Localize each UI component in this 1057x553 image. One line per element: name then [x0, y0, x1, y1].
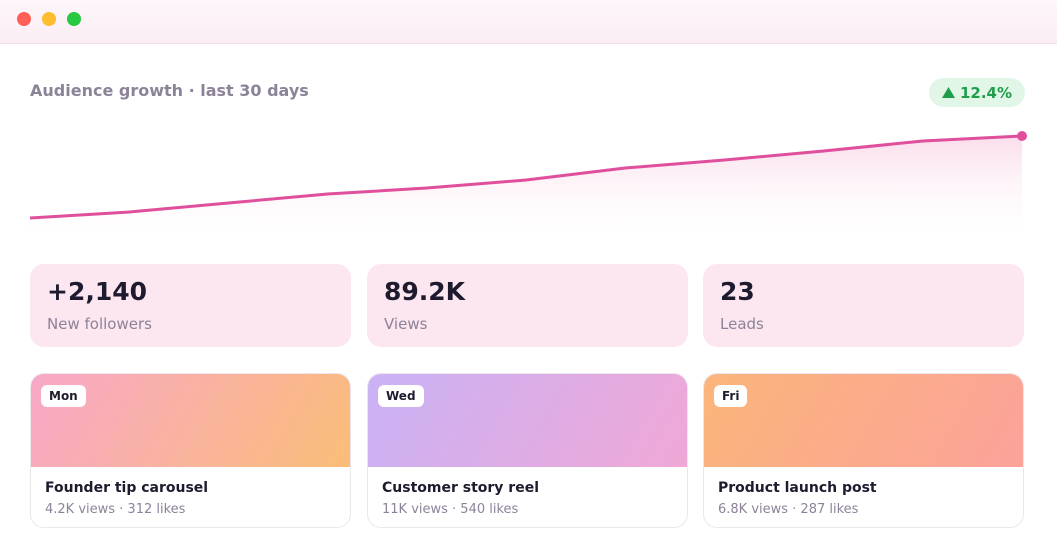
growth-line — [29, 134, 1023, 220]
area-fill — [30, 136, 1022, 245]
post-title: Customer story reel — [382, 480, 539, 496]
post-title: Founder tip carousel — [45, 480, 209, 496]
stat-card: 23 Leads — [703, 264, 1024, 347]
post-title: Product launch post — [718, 480, 877, 496]
stat-value: +2,140 — [47, 277, 148, 306]
stat-card: +2,140 New followers — [30, 264, 351, 347]
stat-label: New followers — [47, 315, 152, 333]
stat-value: 23 — [720, 277, 755, 306]
day-chip: Mon — [41, 385, 86, 407]
up-arrow-icon — [941, 87, 955, 98]
zoom-button[interactable] — [67, 12, 81, 26]
day-chip: Fri — [714, 385, 748, 407]
end-point — [1017, 131, 1027, 141]
post-card[interactable]: Wed Customer story reel 11K views · 540 … — [367, 373, 688, 528]
stat-label: Leads — [720, 315, 764, 333]
close-button[interactable] — [17, 12, 31, 26]
stat-value: 89.2K — [384, 277, 466, 306]
post-card[interactable]: Mon Founder tip carousel 4.2K views · 31… — [30, 373, 351, 528]
stat-label: Views — [384, 315, 428, 333]
stat-card: 89.2K Views — [367, 264, 688, 347]
post-card[interactable]: Fri Product launch post 6.8K views · 287… — [703, 373, 1024, 528]
day-chip: Wed — [378, 385, 424, 407]
post-meta: 4.2K views · 312 likes — [45, 502, 186, 517]
post-image — [704, 374, 1023, 467]
card-title: Audience growth · last 30 days — [30, 81, 309, 100]
title-bar — [0, 0, 1057, 44]
sparkline — [29, 131, 1027, 245]
minimize-button[interactable] — [42, 12, 56, 26]
post-meta: 6.8K views · 287 likes — [718, 502, 859, 517]
growth-badge: 12.4% — [929, 78, 1025, 107]
growth-value: 12.4% — [959, 83, 1013, 102]
post-meta: 11K views · 540 likes — [382, 502, 519, 517]
